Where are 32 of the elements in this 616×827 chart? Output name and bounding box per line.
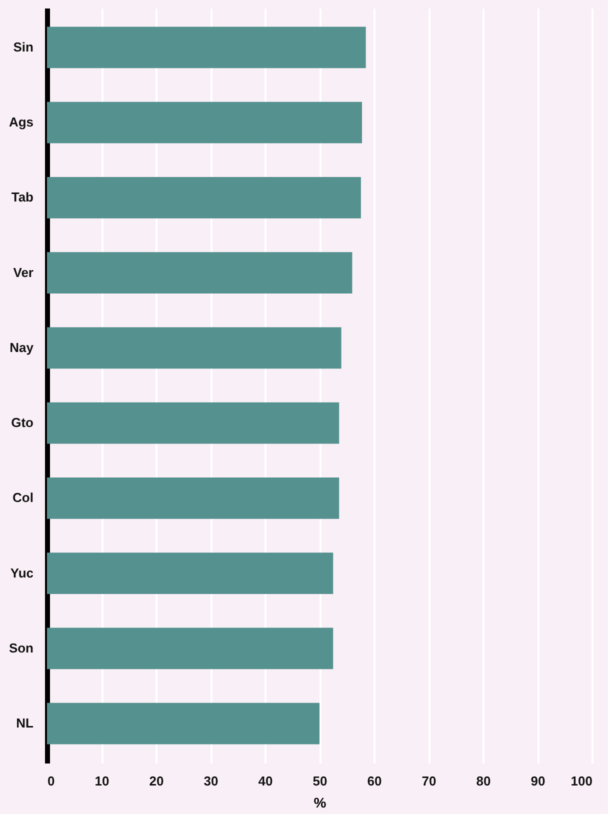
x-tick-label: 90 <box>530 774 546 788</box>
y-tick-label: Col <box>12 490 34 506</box>
bar <box>47 402 340 444</box>
x-axis-title: % <box>314 794 327 810</box>
bar <box>47 252 352 294</box>
y-tick-label: Ver <box>13 264 34 280</box>
bar <box>47 552 334 594</box>
y-tick-label: Sin <box>13 39 34 54</box>
bar <box>47 478 340 519</box>
x-tick-label: 70 <box>422 774 436 788</box>
y-tick-label: Yuc <box>10 565 34 580</box>
x-tick-label: 20 <box>149 774 164 788</box>
y-tick-label: NL <box>16 716 34 731</box>
bar <box>47 102 362 144</box>
y-tick-label: Ags <box>8 114 34 130</box>
y-tick-label: Son <box>8 640 34 656</box>
x-tick-label: 80 <box>476 774 491 788</box>
y-tick-label: Tab <box>11 190 34 205</box>
bar <box>47 177 361 218</box>
bar <box>47 26 366 68</box>
y-tick-label: Nay <box>10 340 34 355</box>
x-tick-label: 100 <box>570 774 592 788</box>
bar <box>47 628 334 670</box>
x-tick-label: 0 <box>48 774 55 788</box>
bar <box>47 327 342 369</box>
bar <box>47 702 320 744</box>
x-tick-label: 10 <box>94 774 110 788</box>
x-tick-label: 50 <box>312 774 328 788</box>
x-tick-label: 30 <box>204 774 218 788</box>
x-tick-label: 40 <box>258 774 273 788</box>
y-tick-label: Gto <box>11 415 34 430</box>
x-tick-label: 60 <box>367 774 382 788</box>
